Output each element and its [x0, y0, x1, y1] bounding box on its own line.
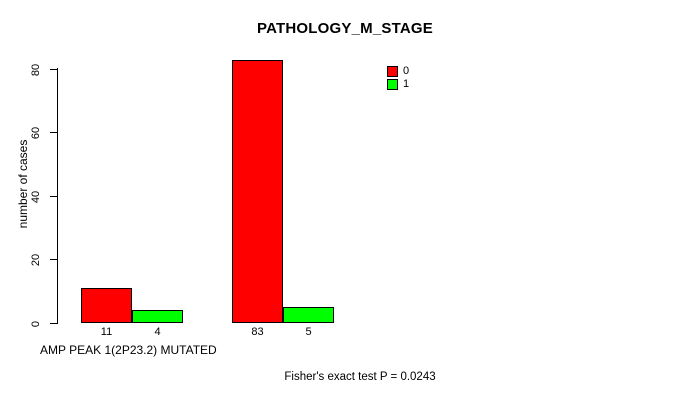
- legend-entry-0: 0: [387, 65, 409, 78]
- y-axis-line: [57, 68, 58, 324]
- y-axis-tick-label: 80: [30, 63, 42, 76]
- y-axis-label: number of cases: [16, 139, 30, 229]
- y-axis-tick: [50, 259, 57, 260]
- y-axis-tick-label: 0: [30, 320, 42, 327]
- legend-swatch-1: [387, 79, 398, 90]
- y-axis-tick: [50, 323, 57, 324]
- y-axis-tick: [50, 132, 57, 133]
- bar-0-group1: [81, 288, 132, 323]
- y-axis-tick-label: 20: [30, 253, 42, 266]
- legend-label: 0: [403, 65, 410, 77]
- chart-title: PATHOLOGY_M_STAGE: [257, 20, 433, 37]
- bar-0-group2: [232, 60, 283, 323]
- x-axis-label: AMP PEAK 1(2P23.2) MUTATED: [40, 343, 217, 357]
- bar-value-label: 11: [100, 326, 113, 338]
- legend-label: 1: [403, 78, 410, 90]
- legend-swatch-0: [387, 66, 398, 77]
- legend-entry-1: 1: [387, 78, 409, 91]
- y-axis-tick-label: 60: [30, 126, 42, 139]
- bar-1-group2: [283, 307, 334, 323]
- y-axis-tick: [50, 196, 57, 197]
- bar-value-label: 4: [154, 326, 161, 338]
- y-axis-tick-label: 40: [30, 190, 42, 203]
- bar-value-label: 5: [305, 326, 312, 338]
- stat-annotation: Fisher's exact test P = 0.0243: [284, 371, 436, 383]
- bar-value-label: 83: [251, 326, 264, 338]
- y-axis-tick: [50, 69, 57, 70]
- bar-1-group1: [132, 310, 183, 323]
